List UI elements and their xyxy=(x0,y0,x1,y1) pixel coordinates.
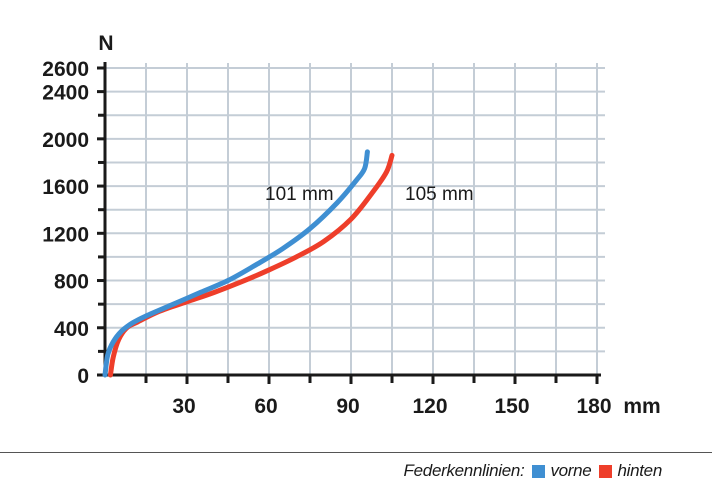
x-tick-label: 90 xyxy=(336,395,359,418)
legend-label-vorne: vorne xyxy=(550,461,592,480)
spring-rate-chart: 30 60 90 120 150 180 0 400 800 1200 1600 2000 240026… xyxy=(42,32,660,418)
y-axis-unit-label: N xyxy=(98,32,113,55)
y-tick-label: 400 xyxy=(54,318,89,341)
x-tick-label: 150 xyxy=(494,395,529,418)
caption: Federkennlinien: vorne hinten xyxy=(403,459,663,483)
axes: 30 60 90 120 150 180 0 400 800 1200 1600 2000 240026… xyxy=(42,32,660,418)
y-tick-label: 1600 xyxy=(42,176,89,199)
curve-label-vorne: 101 mm xyxy=(265,184,334,205)
x-tick-label: 30 xyxy=(172,395,195,418)
grid xyxy=(105,63,605,375)
caption-text: Federkennlinien: xyxy=(403,461,525,480)
y-tick-label: 0 xyxy=(77,365,89,388)
labels-group: 101 mm 105 mm xyxy=(265,184,474,205)
legend-swatch-vorne xyxy=(532,464,546,478)
legend-swatch-hinten xyxy=(599,464,613,478)
series-line-vorne xyxy=(102,149,370,378)
divider-line xyxy=(0,452,712,453)
x-tick-label: 180 xyxy=(576,395,611,418)
y-tick-label: 1200 xyxy=(42,223,89,246)
y-tick-label: 2600 xyxy=(42,58,89,81)
y-tick-label: 2000 xyxy=(42,129,89,152)
x-tick-label: 120 xyxy=(412,395,447,418)
series-group xyxy=(102,149,395,378)
x-tick-label: 60 xyxy=(254,395,277,418)
x-axis-unit-label: mm xyxy=(623,395,660,418)
y-tick-label: 2400 xyxy=(42,82,89,105)
legend-label-hinten: hinten xyxy=(617,461,662,480)
y-tick-label: 800 xyxy=(54,271,89,294)
curve-label-hinten: 105 mm xyxy=(405,184,474,205)
